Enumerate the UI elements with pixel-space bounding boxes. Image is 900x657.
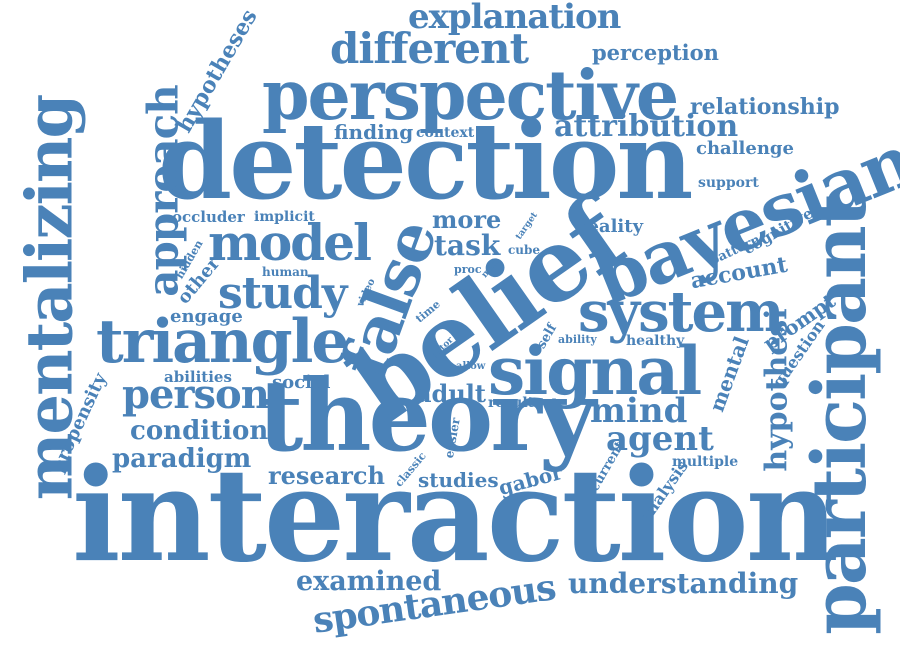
word-allow: allow	[456, 361, 486, 372]
word-healthy: healthy	[626, 333, 685, 349]
word-challenge: challenge	[696, 138, 794, 159]
word-person: person	[122, 371, 270, 418]
word-mental: mental	[704, 333, 754, 415]
word-relationship: relationship	[690, 94, 840, 120]
word-task: task	[434, 229, 501, 262]
word-reality: reality	[578, 216, 644, 237]
word-finding: finding	[334, 120, 414, 144]
word-paradigm: paradigm	[112, 444, 252, 474]
word-condition: condition	[130, 416, 269, 446]
word-occluder: occluder	[172, 208, 245, 226]
word-abilities: abilities	[164, 368, 232, 386]
word-data: data	[454, 283, 477, 293]
word-implicit: implicit	[254, 209, 315, 225]
word-social: social	[272, 372, 331, 393]
word-detection: detection	[158, 98, 694, 223]
word-study: study	[218, 268, 347, 319]
word-model: model	[208, 213, 372, 272]
word-result: result	[488, 395, 535, 411]
word-agent: agent	[606, 419, 714, 459]
word-mind: mind	[590, 391, 688, 431]
word-triangle: triangle	[96, 307, 350, 377]
word-signal: signal	[488, 332, 702, 410]
word-studies: studies	[418, 468, 499, 492]
word-perspective: perspective	[262, 56, 679, 136]
word-perception: perception	[592, 40, 719, 65]
word-understanding: understanding	[568, 567, 799, 600]
word-more: more	[432, 205, 502, 234]
word-participant: participant	[796, 195, 883, 635]
word-attribution: attribution	[554, 109, 739, 144]
word-examined: examined	[296, 566, 442, 597]
word-multiple: multiple	[672, 454, 739, 470]
word-support: support	[698, 175, 759, 191]
word-research: research	[268, 461, 385, 490]
word-adult: adult	[416, 379, 486, 408]
word-ability: ability	[558, 333, 597, 346]
word-different: different	[330, 24, 529, 73]
word-context: context	[416, 125, 475, 141]
word-proc: proc	[454, 263, 482, 276]
word-engage: engage	[170, 306, 243, 327]
word-interaction: interaction	[72, 441, 839, 591]
word-theory: theory	[258, 359, 596, 474]
word-human: human	[262, 265, 309, 279]
word-system: system	[578, 279, 784, 345]
word-cube: cube	[508, 243, 541, 257]
word-explanation: explanation	[408, 0, 621, 37]
